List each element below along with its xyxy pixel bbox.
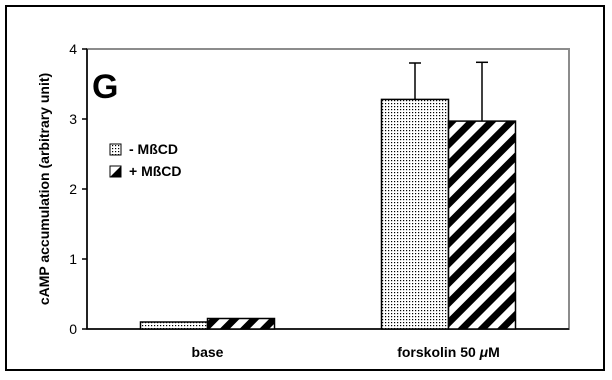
y-tick-label: 3 (69, 111, 77, 127)
y-tick-label: 2 (69, 181, 77, 197)
y-tick-label: 1 (69, 251, 77, 267)
legend-label-minus-mbcd: - MßCD (129, 141, 178, 157)
panel-label: G (92, 68, 118, 106)
legend-swatch-stripes-fill (110, 166, 121, 177)
legend-swatch-dots (109, 143, 122, 156)
y-tick-label: 4 (69, 41, 77, 57)
x-tick-label: forskolin 50 μM (397, 344, 500, 360)
bar-1-0 (206, 317, 276, 330)
plot-area: 0 1 2 3 4 base forskolin 50 μM (69, 41, 570, 360)
figure-frame: G cAMP accumulation (arbitrary unit) 0 1 2… (5, 5, 605, 371)
legend-item-minus-mbcd: - MßCD (109, 141, 178, 157)
y-axis-label: cAMP accumulation (arbitrary unit) (36, 73, 52, 305)
bar-0-0 (139, 321, 209, 330)
x-tick-label: base (192, 344, 224, 360)
bar-1-1 (447, 120, 517, 330)
bar-0-1 (380, 98, 450, 330)
bar-chart: G cAMP accumulation (arbitrary unit) 0 1 2… (36, 41, 570, 360)
legend: - MßCD + MßCD (109, 141, 182, 179)
y-tick-label: 0 (69, 321, 77, 337)
legend-item-plus-mbcd: + MßCD (109, 163, 182, 179)
legend-label-plus-mbcd: + MßCD (129, 163, 182, 179)
